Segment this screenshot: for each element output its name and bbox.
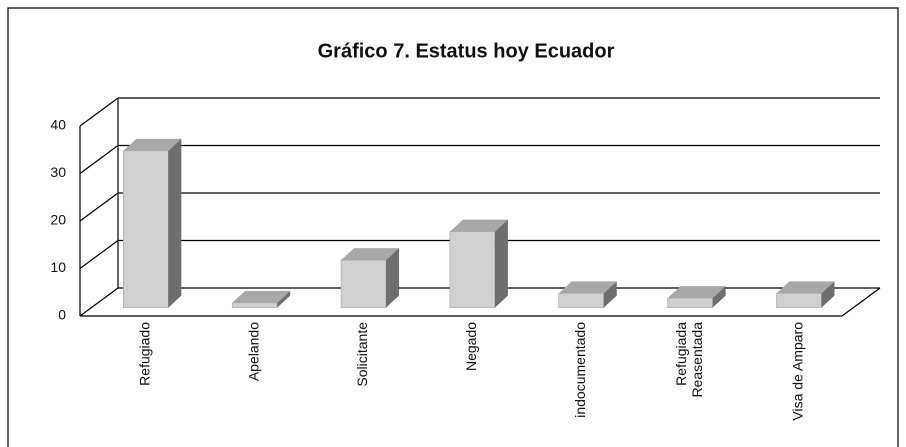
bar-top	[449, 219, 508, 232]
bar-front	[558, 293, 605, 308]
x-tick-label: Visa de Amparo	[790, 322, 806, 421]
chart-title: Gráfico 7. Estatus hoy Ecuador	[318, 40, 615, 62]
bar	[558, 281, 617, 308]
bar	[449, 219, 508, 308]
bar-side	[277, 290, 291, 308]
y-tick-label: 30	[50, 164, 66, 180]
bar	[667, 286, 726, 308]
x-tick-label: indocumentado	[572, 322, 588, 418]
grid-line	[79, 192, 119, 222]
bar-top	[776, 281, 835, 294]
bar-side	[821, 281, 835, 308]
x-tick-label: Negado	[463, 322, 479, 371]
x-tick-label: Refugiado	[137, 322, 153, 386]
y-tick-label: 0	[58, 307, 66, 323]
bar-front	[667, 297, 713, 308]
bar	[340, 248, 400, 308]
x-tick-label: RefugiadaReasentada	[673, 322, 705, 398]
y-tick-label: 20	[50, 212, 66, 228]
bar	[776, 281, 835, 308]
bar-top	[558, 281, 617, 294]
grid-line	[79, 97, 119, 127]
y-tick-label: 10	[50, 259, 66, 275]
bar-side	[603, 281, 617, 308]
bar-side	[386, 248, 400, 308]
bar-front	[123, 150, 169, 308]
bar-front	[776, 293, 822, 308]
bar-front	[340, 259, 387, 308]
bar-top	[232, 290, 291, 303]
x-tick-label: Solicitante	[354, 322, 370, 387]
x-tick-label: Apelando	[245, 322, 261, 381]
x-tick-label-line: Reasentada	[689, 322, 705, 398]
x-tick-label-line: Refugiada	[673, 322, 689, 386]
bar-front	[449, 231, 496, 308]
grid-line	[79, 287, 119, 317]
bar-top	[123, 138, 182, 151]
grid-line	[79, 240, 119, 269]
bar-front	[231, 302, 278, 308]
bar-top	[667, 286, 726, 299]
bar	[123, 138, 182, 308]
chart-border	[7, 7, 899, 447]
bar-side	[168, 138, 182, 308]
bar-top	[341, 248, 400, 261]
bar-side	[712, 286, 726, 308]
bar-side	[494, 219, 508, 308]
bar	[231, 290, 291, 308]
floor-right	[841, 287, 881, 317]
y-tick-label: 40	[50, 117, 66, 133]
grid-line	[79, 145, 119, 174]
